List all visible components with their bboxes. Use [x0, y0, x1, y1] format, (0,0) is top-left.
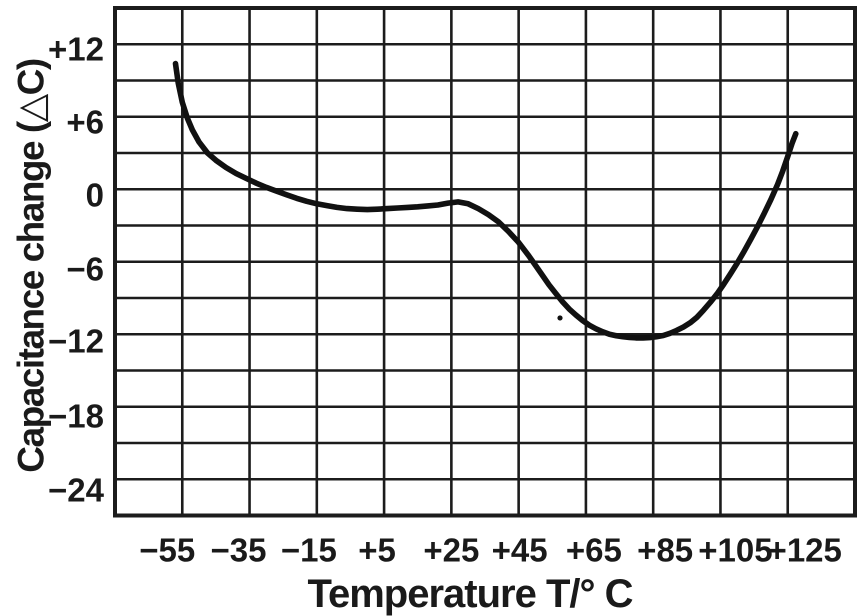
- capacitance-curve: [172, 60, 799, 341]
- y-tick-label: −24: [48, 471, 104, 509]
- plot-border: [113, 6, 857, 518]
- x-tick-label: +25: [423, 531, 480, 569]
- stray-dot-mark: [557, 315, 563, 321]
- x-tick-label: +125: [767, 531, 842, 569]
- y-tick-label: +12: [48, 30, 104, 68]
- x-tick-label: −15: [280, 531, 337, 569]
- x-tick-label: −55: [139, 531, 196, 569]
- x-axis-title: Temperature T/° C: [307, 572, 634, 616]
- y-tick-label: −18: [48, 397, 104, 435]
- data-curve: [172, 60, 799, 341]
- x-tick-label: +65: [565, 531, 622, 569]
- x-tick-label: −35: [210, 531, 267, 569]
- y-axis-title: Capacitance change (△C): [10, 59, 52, 473]
- y-tick-label: −6: [66, 250, 104, 288]
- stray-dot: [557, 315, 563, 321]
- x-tick-label: +5: [358, 531, 396, 569]
- x-tick-label: +45: [491, 531, 548, 569]
- plot-border-rect: [113, 6, 857, 518]
- y-tick-label: −12: [48, 322, 104, 360]
- x-tick-label: +85: [637, 531, 694, 569]
- y-tick-label: 0: [85, 176, 104, 214]
- y-tick-label: +6: [66, 103, 104, 141]
- grid-lines: [113, 6, 857, 517]
- x-tick-label: +105: [698, 531, 773, 569]
